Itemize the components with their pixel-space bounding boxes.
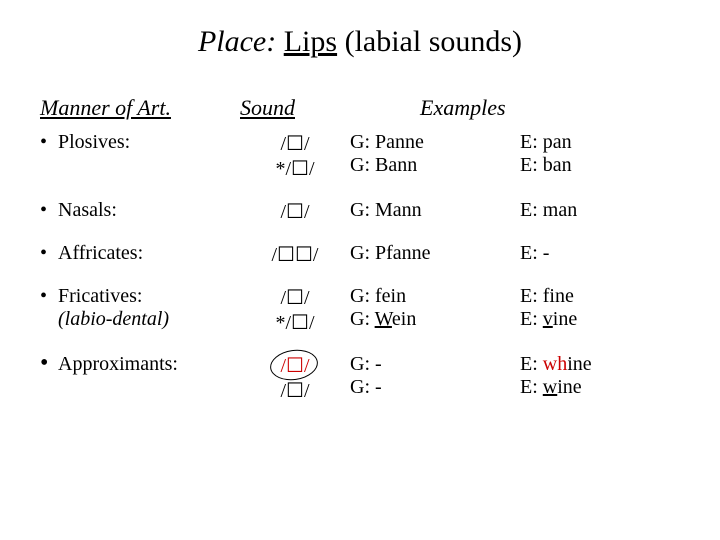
g-fric-2-post: ein [392,308,416,330]
sound-plosives: /☐/ */☐/ [240,131,350,181]
sound-approximants-1: /☐/ [240,353,350,378]
column-headers: Manner of Art. Sound Examples [40,95,680,121]
g-approximants-2: G: - [350,376,520,399]
e-approximants-1: E: whine [520,353,680,376]
english-affricates: E: - [520,242,680,265]
e-plosives-1: E: pan [520,131,680,154]
g-fric-2-pre: G: [350,308,375,330]
e-appr-1-pre: E: [520,353,543,375]
manner-fricatives: •Fricatives: (labio-dental) [40,285,240,331]
g-plosives-2: G: Bann [350,154,520,177]
german-approximants: G: - G: - [350,353,520,399]
english-approximants: E: whine E: wine [520,353,680,399]
row-approximants: •Approximants: /☐/ /☐/ G: - G: - E: whin… [40,353,680,403]
sound-plosives-2: */☐/ [240,156,350,181]
g-nasals-1: G: Mann [350,199,520,222]
header-sound: Sound [240,95,350,121]
e-fric-2-pre: E: [520,308,543,330]
sound-fricatives: /☐/ */☐/ [240,285,350,335]
german-affricates: G: Pfanne [350,242,520,265]
manner-approximants: •Approximants: [40,353,240,376]
e-fricatives-1: E: fine [520,285,680,308]
bullet-icon: • [40,131,58,154]
note-fricatives: (labio-dental) [40,308,240,331]
english-nasals: E: man [520,199,680,222]
row-nasals: •Nasals: /☐/ G: Mann E: man [40,199,680,224]
e-fric-2-u: v [543,308,553,330]
e-nasals-1: E: man [520,199,680,222]
english-plosives: E: pan E: ban [520,131,680,177]
e-fric-2-post: ine [553,308,577,330]
manner-affricates: •Affricates: [40,242,240,265]
g-approximants-1: G: - [350,353,520,376]
e-appr-2-u: w [543,376,557,398]
manner-nasals: •Nasals: [40,199,240,222]
g-fric-2-u: W [375,308,392,330]
sound-approximants: /☐/ /☐/ [240,353,350,403]
german-fricatives: G: fein G: Wein [350,285,520,331]
german-nasals: G: Mann [350,199,520,222]
title-colon: : [266,25,284,58]
e-appr-2-post: ine [557,376,581,398]
row-fricatives: •Fricatives: (labio-dental) /☐/ */☐/ G: … [40,285,680,335]
label-affricates: Affricates: [58,242,143,264]
bullet-icon: • [40,285,58,308]
bullet-icon: • [40,242,58,265]
title-paren: (labial sounds) [337,25,522,58]
bullet-icon: • [40,354,58,372]
e-approximants-2: E: wine [520,376,680,399]
label-fricatives: Fricatives: [58,285,142,307]
header-examples: Examples [420,95,506,121]
german-plosives: G: Panne G: Bann [350,131,520,177]
sound-plosives-1: /☐/ [240,131,350,156]
sound-fricatives-1: /☐/ [240,285,350,310]
g-fricatives-1: G: fein [350,285,520,308]
label-plosives: Plosives: [58,131,130,153]
manner-plosives: •Plosives: [40,131,240,154]
g-fricatives-2: G: Wein [350,308,520,331]
title-lips: Lips [284,25,337,58]
title-place: Place [198,25,266,58]
sound-nasals-1: /☐/ [240,199,350,224]
g-affricates-1: G: Pfanne [350,242,520,265]
label-approximants: Approximants: [58,353,178,375]
page-title: Place: Lips (labial sounds) [40,25,680,59]
e-affricates-1: E: - [520,242,680,265]
row-plosives: •Plosives: /☐/ */☐/ G: Panne G: Bann E: … [40,131,680,181]
label-nasals: Nasals: [58,199,117,221]
e-appr-2-pre: E: [520,376,543,398]
sound-fricatives-2: */☐/ [240,310,350,335]
sound-affricates: /☐☐/ [240,242,350,267]
header-manner: Manner of Art. [40,95,240,121]
sound-affricates-1: /☐☐/ [240,242,350,267]
row-affricates: •Affricates: /☐☐/ G: Pfanne E: - [40,242,680,267]
e-appr-1-post: ine [567,353,591,375]
e-fricatives-2: E: vine [520,308,680,331]
g-plosives-1: G: Panne [350,131,520,154]
e-plosives-2: E: ban [520,154,680,177]
e-appr-1-red: wh [543,353,567,375]
english-fricatives: E: fine E: vine [520,285,680,331]
sound-nasals: /☐/ [240,199,350,224]
sound-approximants-2: /☐/ [240,378,350,403]
bullet-icon: • [40,199,58,222]
